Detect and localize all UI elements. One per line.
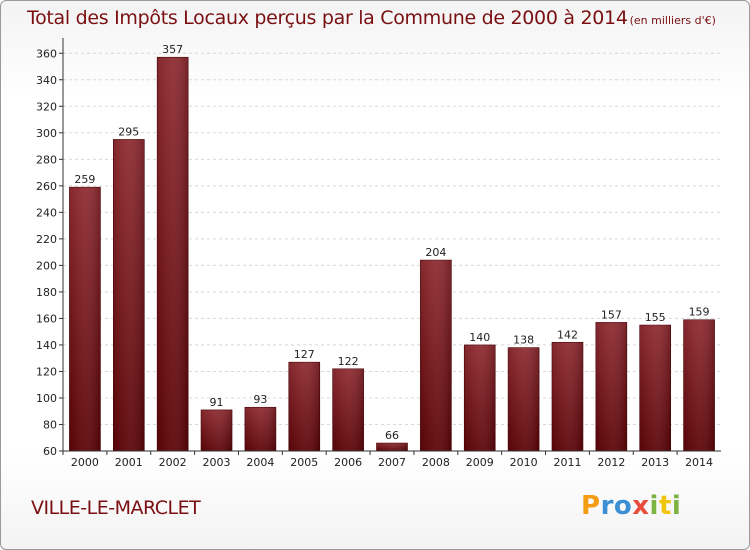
x-tick-label: 2011 [553, 456, 581, 469]
bar-shade [113, 139, 145, 451]
bar-shade [332, 368, 364, 451]
x-tick-label: 2002 [159, 456, 187, 469]
bar-value-label: 138 [513, 334, 534, 347]
x-tick-label: 2008 [422, 456, 450, 469]
x-tick-label: 2005 [290, 456, 318, 469]
bar-value-label: 259 [74, 173, 95, 186]
y-tick-label: 300 [36, 127, 57, 140]
y-tick-label: 360 [36, 47, 57, 60]
y-tick-label: 60 [43, 445, 57, 458]
bar-shade [201, 409, 233, 451]
x-tick-label: 2013 [641, 456, 669, 469]
chart-title-text: Total des Impôts Locaux perçus par la Co… [27, 7, 628, 29]
bar-value-label: 66 [385, 429, 399, 442]
chart-unit-label: (en milliers d'€) [629, 14, 716, 27]
logo-letter: i [671, 491, 682, 521]
bar-value-label: 91 [210, 396, 224, 409]
y-tick-label: 80 [43, 418, 57, 431]
commune-name: VILLE-LE-MARCLET [31, 497, 201, 519]
bar-shade [551, 342, 583, 451]
y-tick-label: 160 [36, 312, 57, 325]
y-tick-label: 180 [36, 286, 57, 299]
y-tick-label: 240 [36, 206, 57, 219]
bar-value-label: 204 [425, 246, 446, 259]
bar-value-label: 159 [689, 306, 710, 319]
bar-shade [288, 362, 320, 451]
logo-letter: P [581, 491, 601, 521]
chart-title: Total des Impôts Locaux perçus par la Co… [27, 7, 716, 29]
bar-shade [420, 260, 452, 451]
bar-shade [595, 322, 627, 451]
y-tick-label: 280 [36, 153, 57, 166]
bar-shade [639, 325, 671, 451]
y-tick-label: 320 [36, 100, 57, 113]
bar-value-label: 157 [601, 308, 622, 321]
bar-shade [157, 57, 189, 452]
y-tick-label: 100 [36, 392, 57, 405]
bar-value-label: 140 [469, 331, 490, 344]
x-tick-label: 2012 [597, 456, 625, 469]
x-tick-label: 2003 [203, 456, 231, 469]
logo-letter: x [632, 491, 650, 521]
bar-value-label: 142 [557, 328, 578, 341]
x-tick-label: 2006 [334, 456, 362, 469]
x-tick-label: 2004 [246, 456, 274, 469]
bar-shade [464, 344, 496, 451]
y-tick-label: 260 [36, 180, 57, 193]
y-tick-label: 120 [36, 365, 57, 378]
y-tick-label: 220 [36, 233, 57, 246]
proxiti-logo: Proxiti [581, 491, 681, 521]
bar-value-label: 295 [118, 125, 139, 138]
x-tick-label: 2001 [115, 456, 143, 469]
bar-shade [69, 187, 101, 451]
logo-letter: o [613, 491, 633, 521]
bar-value-label: 122 [338, 355, 359, 368]
x-tick-label: 2000 [71, 456, 99, 469]
x-tick-label: 2009 [466, 456, 494, 469]
x-tick-label: 2010 [510, 456, 538, 469]
logo-letter: i [649, 491, 659, 521]
bar-shade [376, 443, 408, 451]
x-tick-label: 2007 [378, 456, 406, 469]
y-tick-label: 340 [36, 74, 57, 87]
y-tick-label: 140 [36, 339, 57, 352]
x-tick-label: 2014 [685, 456, 713, 469]
bar-value-label: 155 [645, 311, 666, 324]
bar-shade [508, 347, 540, 451]
bar-shade [683, 319, 715, 451]
y-tick-label: 200 [36, 259, 57, 272]
bar-value-label: 127 [294, 348, 315, 361]
bar-value-label: 357 [162, 43, 183, 56]
logo-letter: r [600, 491, 614, 521]
bar-value-label: 93 [253, 393, 267, 406]
logo-letter: t [658, 491, 672, 521]
bar-shade [244, 407, 276, 451]
